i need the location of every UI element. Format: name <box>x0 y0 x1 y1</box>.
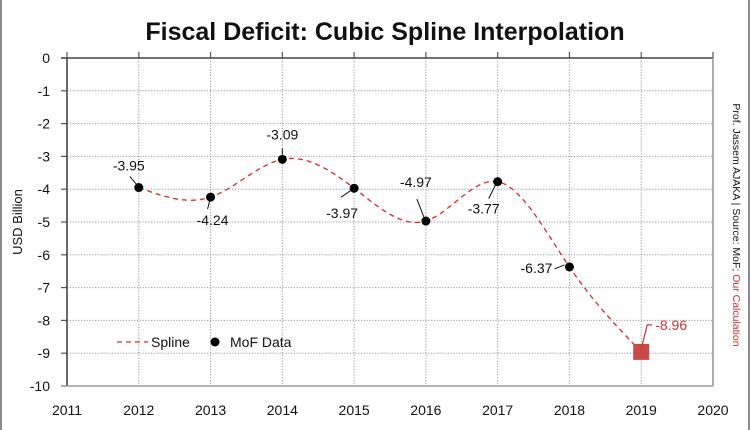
forecast-leader-line <box>640 324 653 350</box>
mof-data-point <box>206 192 216 202</box>
y-tick-label: 0 <box>42 50 50 66</box>
spline-line <box>138 157 642 353</box>
x-tick-label: 2017 <box>482 402 513 418</box>
y-tick-label: -6 <box>38 247 51 263</box>
y-tick-label: -10 <box>30 378 50 394</box>
label-leader-line <box>554 264 565 270</box>
y-tick-label: -5 <box>38 214 51 230</box>
legend-mof-data-swatch <box>210 337 220 347</box>
data-point-label: -4.97 <box>400 174 432 190</box>
mof-data-point <box>134 183 144 193</box>
label-leader-line <box>129 176 138 185</box>
x-tick-label: 2016 <box>410 402 441 418</box>
data-point-label: -6.37 <box>521 260 553 276</box>
x-tick-label: 2018 <box>554 402 585 418</box>
credit-prefix: Prof. Jassem AJAKA | Source: MoF; <box>730 103 742 274</box>
y-tick-labels: 0 -1 -2 -3 -4 -5 -6 -7 -8 -9 -10 <box>30 50 50 394</box>
mof-data-point <box>277 154 287 164</box>
y-tick-label: -4 <box>38 181 51 197</box>
data-marks: -3.95 -4.24 -3.09 -3.97 -4.97 -3.77 -6.37 -8.96 <box>113 126 687 360</box>
legend-mof-data-label: MoF Data <box>230 334 292 350</box>
legend: Spline MoF Data <box>117 334 292 350</box>
label-leader-line <box>488 184 497 199</box>
data-point-label: -3.77 <box>468 201 500 217</box>
x-tick-labels: 2011 2012 2013 2014 2015 2016 2017 2018 2019 2020 <box>52 402 729 418</box>
x-tick-label: 2015 <box>339 402 370 418</box>
forecast-label: -8.96 <box>655 317 687 333</box>
x-tick-label: 2020 <box>697 402 728 418</box>
mof-data-point <box>349 183 359 193</box>
x-tick-label: 2019 <box>626 402 657 418</box>
x-tick-label: 2011 <box>52 402 82 418</box>
y-tick-label: -9 <box>38 345 51 361</box>
label-leader-line <box>207 200 211 210</box>
x-tick-label: 2012 <box>123 402 154 418</box>
data-point-label: -3.09 <box>266 126 298 142</box>
y-tick-label: -2 <box>38 116 51 132</box>
forecast-square-marker <box>633 343 650 360</box>
legend-spline-label: Spline <box>151 334 190 350</box>
x-tick-label: 2014 <box>267 402 298 418</box>
data-point-label: -3.97 <box>326 205 358 221</box>
axis-layer <box>61 52 714 387</box>
chart-title: Fiscal Deficit: Cubic Spline Interpolati… <box>145 18 624 46</box>
label-leader-line <box>340 189 352 198</box>
y-tick-label: -1 <box>38 83 51 99</box>
y-tick-label: -8 <box>38 312 51 328</box>
y-axis-label: USD Billion <box>10 189 25 255</box>
data-point-label: -4.24 <box>197 212 229 228</box>
mof-data-point <box>564 262 574 272</box>
label-leader-line <box>416 198 425 218</box>
grid-layer <box>67 58 713 386</box>
mof-data-point <box>421 216 431 226</box>
credit-highlight: Our Calculation <box>730 274 742 347</box>
y-tick-label: -7 <box>38 280 51 296</box>
source-credit: Prof. Jassem AJAKA | Source: MoF; Our Ca… <box>730 103 742 346</box>
y-tick-label: -3 <box>38 148 51 164</box>
mof-data-point <box>493 177 503 187</box>
data-point-label: -3.95 <box>113 158 145 174</box>
x-tick-label: 2013 <box>195 402 226 418</box>
